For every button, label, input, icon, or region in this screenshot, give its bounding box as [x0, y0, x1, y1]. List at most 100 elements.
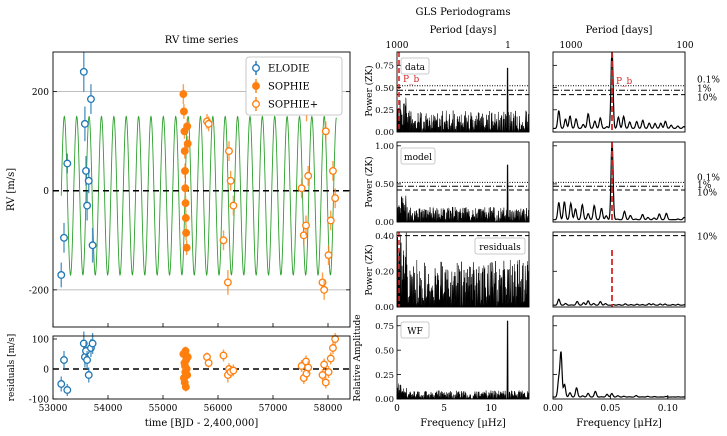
gls-left-ytick-label-2-0: 0.00 — [375, 303, 394, 313]
gls-left-ytick-label-2-1: 0.20 — [375, 267, 394, 277]
rv-point-1-10 — [183, 122, 192, 131]
res-ytick-label-2: 100 — [32, 336, 49, 346]
rv-point-1-5 — [181, 184, 190, 193]
rv-frame — [52, 51, 351, 328]
gls-left-ytick-label-3-3: 0.75 — [375, 322, 394, 332]
res-ytick-label-0: -100 — [29, 396, 49, 406]
rv-point-1-0 — [179, 90, 188, 99]
res-xtick-label-2: 55000 — [149, 404, 178, 414]
gls-right-fap-label-0-2: 10% — [697, 93, 717, 103]
rv-point-1-4 — [181, 166, 189, 175]
rv-point-0-9 — [88, 241, 97, 250]
gls-left-ytick-label-3-0: 0.00 — [375, 395, 394, 405]
res-point-2-17 — [329, 344, 337, 352]
rv-model-curve — [60, 115, 337, 277]
rv-point-1-7 — [181, 214, 190, 222]
gls-left-frame-3 — [396, 315, 530, 400]
rv-point-2-15 — [324, 251, 333, 260]
gls-left-ytick-label-1-2: 1.00 — [375, 142, 394, 152]
rv-point-0-2 — [63, 159, 72, 168]
gls-left-peak-label: P_b — [403, 75, 420, 85]
legend-label-2: SOPHIE+ — [268, 100, 318, 111]
gls-left-label-box-2 — [474, 237, 526, 255]
res-point-0-9 — [88, 339, 97, 348]
rv-point-2-11 — [304, 171, 313, 180]
rv-point-1-9 — [182, 243, 191, 252]
rv-title: RV time series — [165, 35, 238, 46]
gls-left-label-2: residuals — [479, 243, 521, 253]
gls-right-xtick-label-2: 0.10 — [658, 404, 678, 414]
rv-point-0-0 — [57, 271, 66, 279]
rv-point-0-6 — [83, 201, 92, 210]
rv-point-1-8 — [182, 228, 191, 237]
gls-left-frame-2 — [396, 231, 530, 308]
gls-left-spectrum-1 — [396, 164, 530, 223]
legend-label-0: ELODIE — [268, 64, 309, 75]
gls-left-ytick-label-1-0: 0.00 — [375, 218, 394, 228]
rv-point-1-11 — [183, 139, 192, 148]
gls-ylabel-0: Power (ZK) — [364, 65, 375, 116]
left-top-tick-0: 1000 — [386, 41, 409, 51]
rv-point-1-1 — [179, 107, 188, 116]
res-point-0-0 — [57, 380, 66, 388]
res-xtick-label-1: 54000 — [94, 404, 123, 414]
gls-left-xtick-label-2: 10 — [486, 404, 498, 414]
left-top-xlabel: Period [days] — [430, 25, 497, 36]
right-top-xlabel: Period [days] — [586, 25, 653, 36]
rv-point-2-7 — [297, 184, 306, 193]
gls-left-ytick-label-0-0: 0.00 — [375, 128, 394, 138]
res-xtick-label-4: 57000 — [259, 404, 288, 414]
gls-left-label-box-3 — [400, 321, 430, 339]
res-xtick-label-0: 53000 — [39, 404, 68, 414]
gls-left-ytick-label-1-1: 0.50 — [375, 180, 394, 190]
gls-left-spectrum-3 — [396, 320, 530, 400]
legend-label-1: SOPHIE — [268, 82, 310, 93]
res-point-2-11 — [304, 363, 313, 372]
legend-marker-0 — [252, 64, 260, 72]
rv-point-0-3 — [79, 67, 88, 76]
rv-point-2-16 — [326, 216, 335, 225]
gls-left-label-box-0 — [400, 57, 430, 75]
gls-ylabel-wf: Relative Amplitude — [353, 314, 363, 401]
res-point-2-2 — [219, 351, 228, 360]
gls-right-peak-label: P_b — [616, 77, 633, 87]
gls-right-spectrum-1 — [553, 142, 686, 221]
res-point-2-14 — [321, 378, 330, 387]
gls-right-spectrum-3 — [553, 351, 686, 398]
rv-point-0-1 — [60, 233, 68, 242]
res-point-2-18 — [331, 335, 340, 343]
gls-left-ytick-label-3-2: 0.50 — [375, 346, 394, 356]
rv-point-2-6 — [229, 201, 238, 210]
rv-ytick-label-2: 200 — [32, 88, 49, 98]
gls-left-spectrum-2 — [396, 232, 530, 308]
gls-left-ytick-label-2-2: 0.40 — [375, 232, 394, 242]
gls-right-frame-1 — [552, 141, 686, 223]
legend-marker-2 — [252, 100, 260, 108]
rv-point-2-4 — [225, 147, 233, 156]
rv-point-0-7 — [84, 176, 93, 185]
res-point-2-12 — [318, 371, 327, 379]
residuals-frame — [52, 335, 351, 400]
res-ytick-label-1: 0 — [43, 366, 49, 376]
residuals-ylabel: residuals [m/s] — [7, 334, 17, 402]
gls-right-fap-label-1-1: 1% — [697, 181, 712, 191]
rv-point-2-1 — [204, 119, 213, 128]
res-point-0-6 — [83, 356, 92, 364]
gls-right-frame-0 — [552, 51, 686, 133]
gls-left-ytick-label-0-1: 0.25 — [375, 106, 394, 116]
rv-ytick-label-0: -200 — [29, 286, 49, 296]
gls-left-ytick-label-0-2: 0.50 — [375, 84, 394, 94]
gls-right-spectrum-0 — [553, 52, 686, 130]
rv-point-1-3 — [180, 147, 189, 156]
gls-right-fap-label-0-1: 1% — [697, 85, 712, 95]
res-point-0-1 — [60, 356, 68, 364]
rv-legend — [245, 56, 343, 116]
gls-right-fap-label-2-0: 10% — [697, 233, 717, 243]
gls-right-fap-label-1-2: 10% — [697, 189, 717, 199]
res-point-1-10 — [183, 371, 192, 379]
res-point-1-11 — [183, 353, 192, 361]
res-point-1-7 — [181, 383, 190, 391]
rv-point-1-6 — [181, 199, 190, 208]
residuals-xlabel: time [BJD - 2,400,000] — [145, 418, 259, 429]
rv-point-2-3 — [223, 278, 232, 287]
